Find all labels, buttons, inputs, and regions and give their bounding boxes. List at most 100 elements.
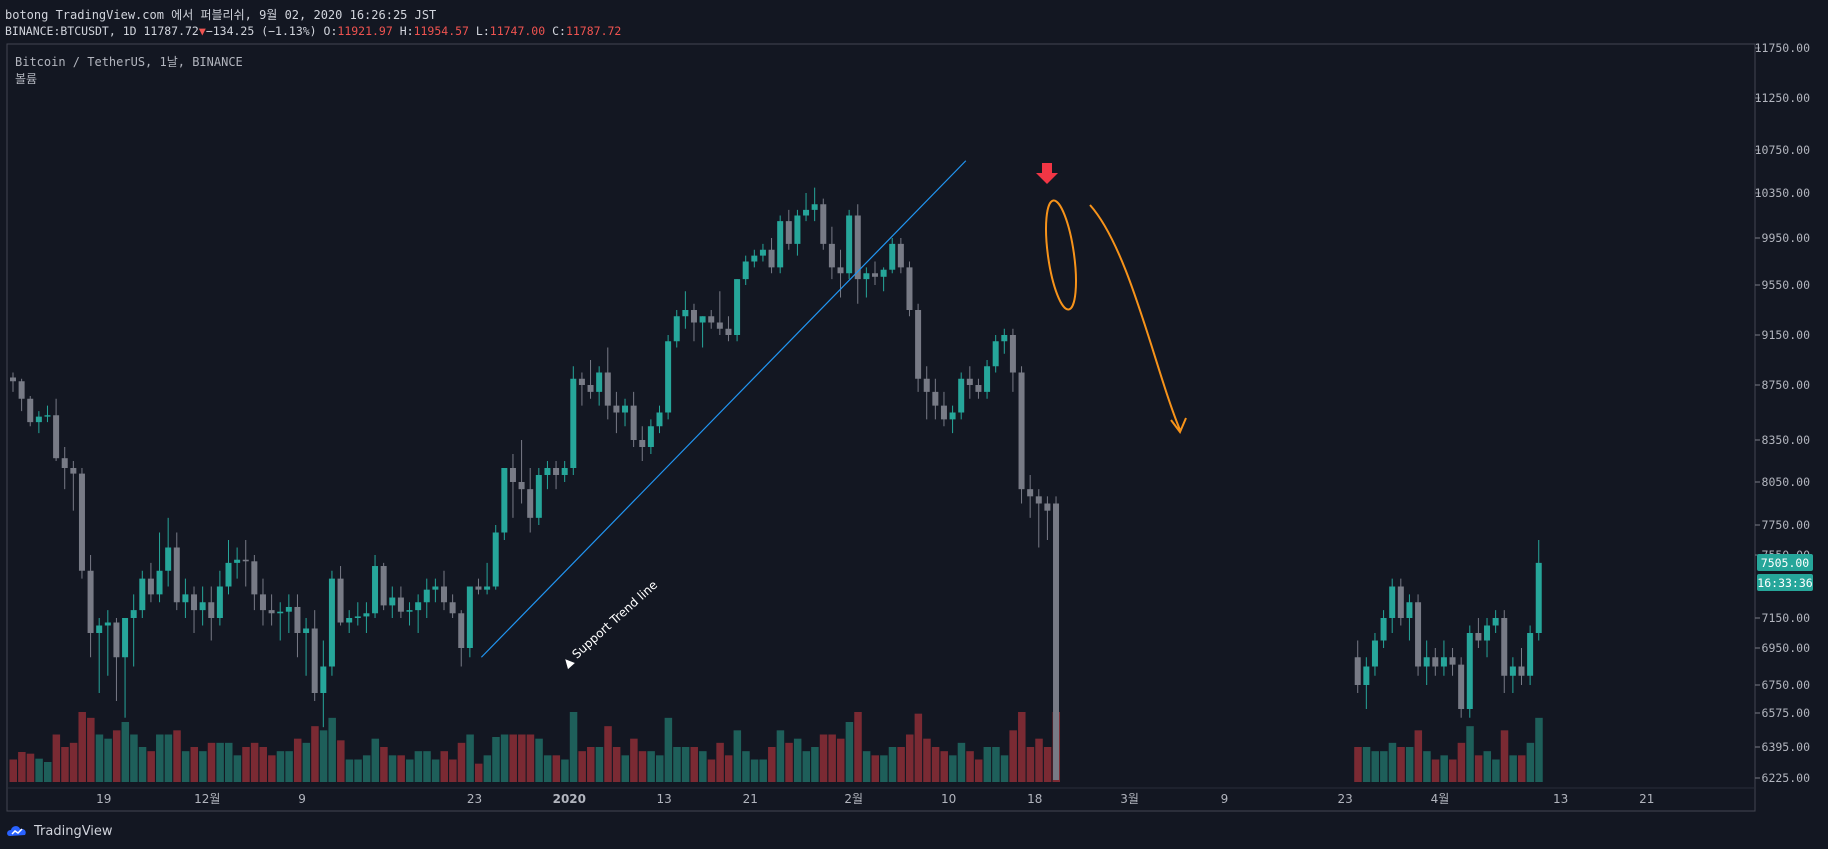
- y-tick-label: 6395.00: [1762, 740, 1811, 754]
- candle-body: [113, 622, 120, 658]
- down-triangle-icon: ▼: [198, 24, 206, 38]
- low-label: L:: [475, 24, 490, 38]
- candle-body: [518, 482, 525, 490]
- volume-bar: [974, 759, 983, 782]
- candle-body: [44, 415, 51, 417]
- footer-logo[interactable]: TradingView: [6, 820, 113, 842]
- candle-body: [1501, 618, 1508, 676]
- candle-body: [328, 578, 335, 667]
- candle-body: [759, 249, 766, 256]
- candle-body: [78, 473, 85, 571]
- volume-bar: [147, 751, 155, 782]
- candle-body: [1018, 372, 1025, 490]
- volume-bar: [750, 759, 759, 782]
- candle-body: [1458, 664, 1465, 709]
- volume-bar: [362, 755, 371, 782]
- volume-bar: [802, 751, 811, 782]
- volume-bar: [1009, 730, 1017, 782]
- x-tick-label: 18: [1027, 792, 1042, 806]
- candle-body: [923, 378, 930, 392]
- volume-bar: [793, 738, 802, 782]
- volume-bar: [156, 734, 164, 782]
- candle-body: [656, 412, 663, 427]
- candle-body: [104, 622, 111, 626]
- candle-body: [61, 458, 68, 468]
- candle-body: [734, 279, 741, 335]
- legend-title[interactable]: Bitcoin / TetherUS, 1날, BINANCE: [15, 55, 243, 69]
- volume-bar: [1035, 738, 1043, 782]
- x-tick-label: 19: [96, 792, 111, 806]
- volume-bar: [18, 752, 26, 782]
- candle-body: [906, 267, 913, 310]
- volume-bar: [905, 734, 914, 782]
- candle-body: [268, 610, 275, 614]
- volume-bar: [1483, 751, 1492, 782]
- candle-body: [544, 468, 551, 475]
- x-tick-label: 10: [941, 792, 956, 806]
- candle-body: [742, 261, 749, 280]
- volume-bar: [543, 755, 552, 782]
- volume-bar: [759, 759, 767, 782]
- y-axis[interactable]: 11750.00 11250.00 10750.00 10350.00 9950.00 9…: [1755, 41, 1810, 785]
- candle-body: [397, 597, 404, 612]
- volume-bar: [1380, 751, 1388, 782]
- candle-body: [449, 602, 456, 614]
- volume-bar: [474, 763, 483, 782]
- candle-body: [1044, 503, 1051, 511]
- last-price-tag: 7505.00: [1761, 556, 1810, 570]
- candle-body: [949, 412, 956, 420]
- volume-bar: [647, 751, 655, 782]
- candle-body: [277, 611, 284, 614]
- volume-bar: [1043, 747, 1052, 782]
- y-tick-label: 9150.00: [1762, 328, 1811, 342]
- candle-body: [406, 610, 413, 612]
- candle-body: [389, 597, 396, 606]
- y-tick-label: 10350.00: [1755, 186, 1810, 200]
- candle-body: [139, 578, 146, 611]
- candle-body: [630, 405, 637, 440]
- candle-body: [716, 322, 723, 329]
- volume-bar: [638, 751, 647, 782]
- volume-bar: [854, 712, 862, 782]
- candle-body: [846, 215, 853, 274]
- volume-bar: [716, 742, 724, 782]
- volume-bar: [259, 747, 267, 782]
- volume-bar: [138, 747, 147, 782]
- legend-volume[interactable]: 볼륨: [15, 72, 38, 86]
- volume-bar: [397, 755, 405, 782]
- candle-body: [285, 606, 292, 612]
- candle-body: [173, 547, 180, 603]
- candle-body: [587, 385, 594, 392]
- candle-body: [251, 561, 258, 595]
- y-tick-label: 8350.00: [1762, 433, 1811, 447]
- candle-body: [346, 618, 353, 623]
- y-tick-label: 6575.00: [1762, 706, 1811, 720]
- volume-bar: [1362, 747, 1371, 782]
- volume-bar: [837, 738, 845, 782]
- annotation-layer: ▲ Support Trend line: [480, 160, 1187, 670]
- volume-bar: [1466, 726, 1474, 782]
- candle-body: [751, 255, 758, 262]
- candle-body: [622, 405, 629, 413]
- candle-body: [725, 328, 732, 335]
- candle-body: [535, 475, 542, 518]
- x-axis[interactable]: 19 12월 9 23 2020 13 21 2월 10 18 3월 9 23 4월 13 21: [7, 787, 1755, 806]
- volume-bar: [250, 742, 259, 782]
- candle-body: [1432, 657, 1439, 667]
- candle-body: [1527, 633, 1534, 676]
- y-tick-label: 8750.00: [1762, 378, 1811, 392]
- volume-bar: [1492, 759, 1500, 782]
- candle-body: [561, 468, 568, 475]
- volume-bar: [1500, 730, 1509, 782]
- volume-bar: [1405, 747, 1414, 782]
- volume-bar: [733, 730, 742, 782]
- x-tick-label: 13: [656, 792, 671, 806]
- volume-bar: [552, 755, 561, 782]
- candle-body: [1389, 586, 1396, 618]
- volume-bar: [828, 734, 836, 782]
- volume-bar: [233, 755, 242, 782]
- volume-bar: [199, 751, 207, 782]
- volume-bar: [337, 740, 345, 782]
- volume-bar: [897, 747, 905, 782]
